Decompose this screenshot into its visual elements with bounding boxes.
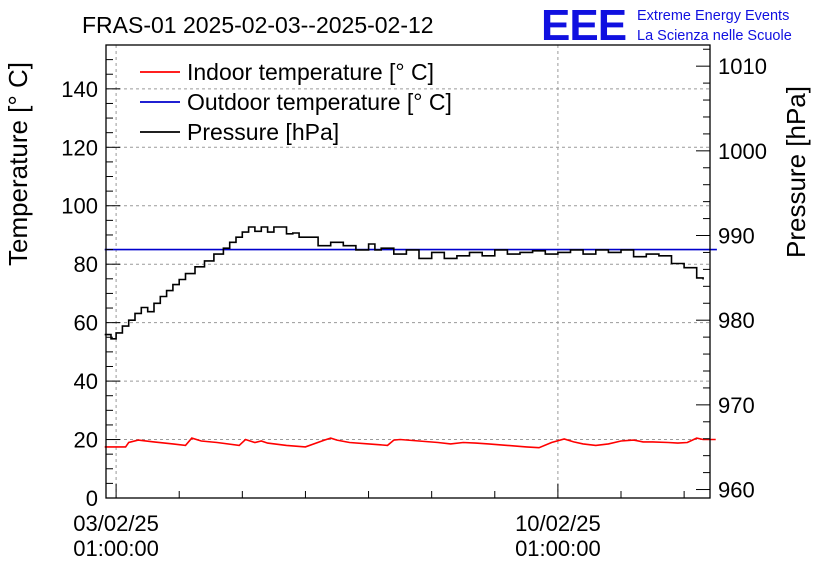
series-layer: [104, 226, 717, 449]
left-tick-label: 120: [61, 135, 98, 160]
right-tick-label: 970: [718, 393, 755, 418]
legend-label: Indoor temperature [° C]: [187, 59, 434, 85]
left-tick-label: 140: [61, 77, 98, 102]
left-axis: 0 20 40 60 80 100 120 140: [61, 44, 120, 511]
right-tick-label: 1010: [718, 54, 767, 79]
x-tick-label-date: 10/02/25: [515, 511, 601, 536]
y-axis-label-right: Pressure [hPa]: [781, 86, 811, 258]
x-tick-label-time: 01:00:00: [73, 536, 159, 561]
eee-logo: EEE Extreme Energy Events La Scienza nel…: [541, 1, 792, 50]
right-axis: 960 970 980 990 1000 1010: [696, 48, 767, 503]
left-tick-label: 40: [74, 369, 98, 394]
series-line-indoor-temperature: [104, 437, 716, 449]
plot-area: [106, 45, 710, 498]
series-line-pressure: [104, 226, 704, 340]
eee-logo-line2: La Scienza nelle Scuole: [637, 28, 792, 44]
legend-label: Outdoor temperature [° C]: [187, 89, 452, 115]
left-tick-label: 0: [86, 486, 98, 511]
right-tick-label: 960: [718, 478, 755, 503]
right-tick-label: 990: [718, 224, 755, 249]
eee-logo-mark: EEE: [541, 1, 626, 50]
eee-logo-line1: Extreme Energy Events: [637, 8, 789, 24]
legend-label: Pressure [hPa]: [187, 119, 339, 145]
right-tick-label: 1000: [718, 139, 767, 164]
left-tick-label: 20: [74, 428, 98, 453]
right-tick-label: 980: [718, 308, 755, 333]
legend: Indoor temperature [° C] Outdoor temperat…: [140, 59, 452, 145]
x-tick-label-time: 01:00:00: [515, 536, 601, 561]
left-tick-label: 60: [74, 311, 98, 336]
left-tick-label: 100: [61, 194, 98, 219]
plot-frame: [105, 44, 711, 499]
chart-title: FRAS-01 2025-02-03--2025-02-12: [82, 12, 434, 38]
left-tick-label: 80: [74, 252, 98, 277]
x-tick-label-date: 03/02/25: [73, 511, 159, 536]
y-axis-label-left: Temperature [° C]: [3, 62, 33, 266]
